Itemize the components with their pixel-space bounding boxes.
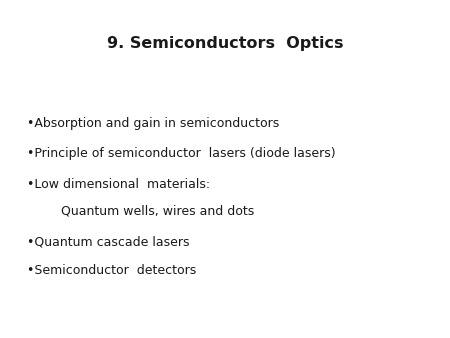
Text: •Semiconductor  detectors: •Semiconductor detectors	[27, 264, 196, 277]
Text: •Low dimensional  materials:: •Low dimensional materials:	[27, 178, 210, 191]
Text: •Quantum cascade lasers: •Quantum cascade lasers	[27, 235, 189, 248]
Text: 9. Semiconductors  Optics: 9. Semiconductors Optics	[107, 37, 343, 51]
Text: •Absorption and gain in semiconductors: •Absorption and gain in semiconductors	[27, 117, 279, 130]
Text: •Principle of semiconductor  lasers (diode lasers): •Principle of semiconductor lasers (diod…	[27, 147, 336, 160]
Text: Quantum wells, wires and dots: Quantum wells, wires and dots	[61, 205, 254, 218]
